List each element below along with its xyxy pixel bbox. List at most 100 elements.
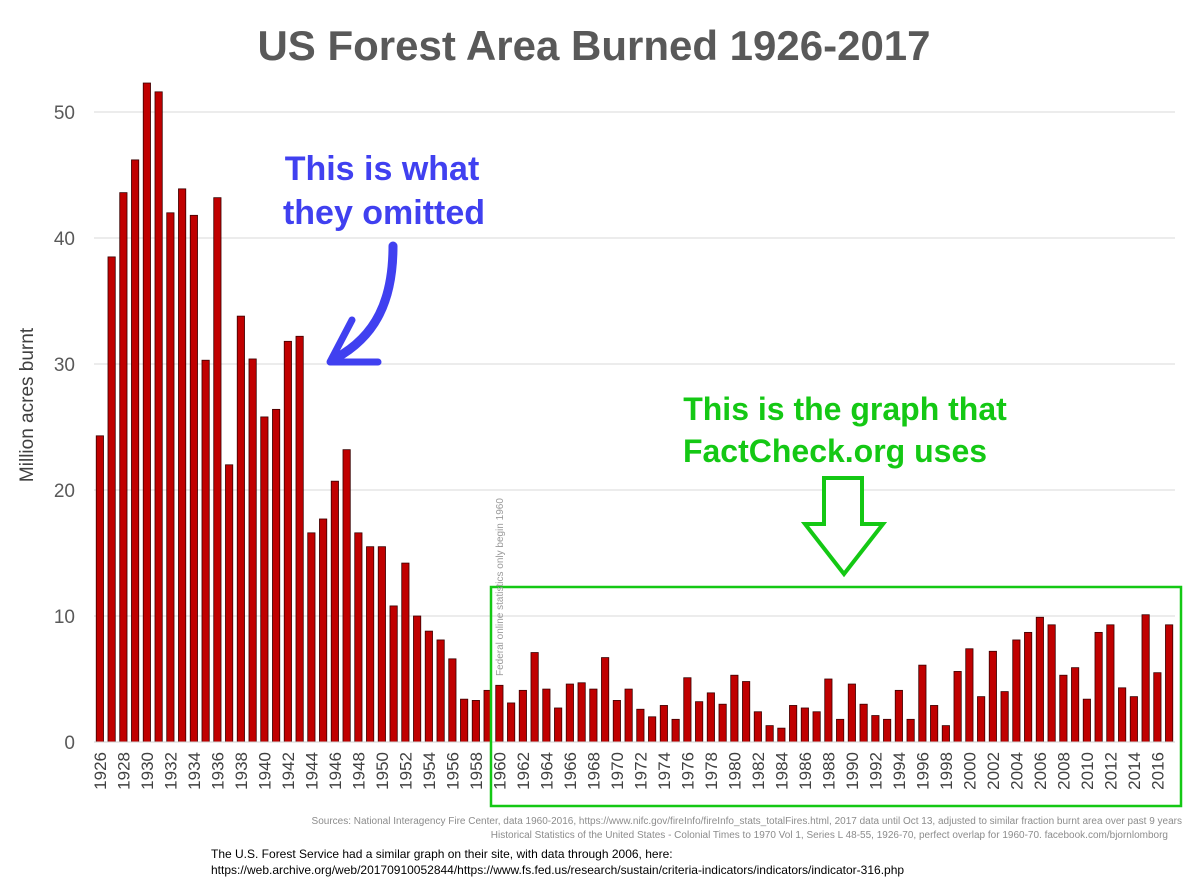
bar-1970 bbox=[612, 700, 621, 743]
bar-1978 bbox=[706, 692, 715, 743]
x-tick-label: 2006 bbox=[1031, 752, 1050, 790]
bar-1956 bbox=[448, 658, 457, 743]
x-tick-label: 1942 bbox=[279, 752, 298, 790]
bar-1984 bbox=[777, 727, 786, 743]
curved-arrow-icon bbox=[326, 241, 398, 366]
omitted-annotation-line2: they omitted bbox=[283, 194, 485, 232]
bar-2009 bbox=[1071, 667, 1080, 743]
bar-1938 bbox=[236, 315, 245, 743]
x-tick-label: 2010 bbox=[1078, 752, 1097, 790]
sources-line2: Historical Statistics of the United Stat… bbox=[491, 830, 1168, 841]
y-axis-ticks: 0 10 20 30 40 50 bbox=[54, 103, 75, 754]
x-tick-label: 1940 bbox=[255, 752, 274, 790]
bar-1999 bbox=[953, 671, 962, 743]
bar-1979 bbox=[718, 703, 727, 743]
bar-1987 bbox=[812, 711, 821, 743]
bar-1948 bbox=[354, 532, 363, 743]
footnote-url: https://web.archive.org/web/201709100528… bbox=[211, 863, 905, 877]
bar-1993 bbox=[883, 718, 892, 743]
x-tick-label: 1986 bbox=[796, 752, 815, 790]
bar-1996 bbox=[918, 664, 927, 743]
x-tick-label: 1970 bbox=[608, 752, 627, 790]
sources-line1: Sources: National Interagency Fire Cente… bbox=[312, 816, 1182, 827]
bar-1986 bbox=[800, 707, 809, 743]
y-tick-label: 20 bbox=[54, 481, 75, 502]
x-tick-label: 2000 bbox=[960, 752, 979, 790]
bar-2008 bbox=[1059, 674, 1068, 743]
y-tick-label: 50 bbox=[54, 103, 75, 124]
bar-1926 bbox=[95, 435, 104, 743]
x-tick-label: 1992 bbox=[866, 752, 885, 790]
bar-2013 bbox=[1118, 687, 1127, 743]
bar-1972 bbox=[636, 708, 645, 743]
bar-1940 bbox=[260, 416, 269, 743]
down-arrow-icon bbox=[800, 476, 888, 578]
factcheck-annotation-line2: FactCheck.org uses bbox=[683, 433, 987, 469]
bar-1992 bbox=[871, 715, 880, 743]
bar-2003 bbox=[1000, 691, 1009, 743]
bar-1943 bbox=[295, 335, 304, 743]
bar-1973 bbox=[648, 716, 657, 743]
bar-1961 bbox=[507, 702, 516, 743]
y-axis-label: Million acres burnt bbox=[17, 327, 38, 482]
bar-1977 bbox=[695, 701, 704, 743]
bar-2012 bbox=[1106, 624, 1115, 743]
y-tick-label: 40 bbox=[54, 229, 75, 250]
x-tick-label: 2008 bbox=[1054, 752, 1073, 790]
bar-2011 bbox=[1094, 631, 1103, 743]
bar-1936 bbox=[213, 197, 222, 743]
bar-1933 bbox=[178, 188, 187, 743]
bar-2014 bbox=[1129, 696, 1138, 743]
y-tick-label: 0 bbox=[64, 733, 75, 754]
x-axis-ticks: 1926 1928 1930 1932 1934 1936 1938 1940 1942 1944… bbox=[91, 752, 1168, 790]
bar-1958 bbox=[471, 700, 480, 743]
bar-2007 bbox=[1047, 624, 1056, 743]
x-tick-label: 1934 bbox=[185, 752, 204, 790]
bar-2002 bbox=[988, 650, 997, 743]
bar-1963 bbox=[530, 652, 539, 743]
bar-1980 bbox=[730, 674, 739, 743]
bar-1983 bbox=[765, 725, 774, 743]
bar-1950 bbox=[377, 546, 386, 743]
bar-1964 bbox=[542, 688, 551, 743]
x-tick-label: 1984 bbox=[772, 752, 791, 790]
bar-2004 bbox=[1012, 639, 1021, 743]
x-tick-label: 2004 bbox=[1007, 752, 1026, 790]
x-tick-label: 1938 bbox=[232, 752, 251, 790]
factcheck-annotation-line1: This is the graph that bbox=[683, 391, 1007, 427]
bar-1967 bbox=[577, 682, 586, 743]
bar-1957 bbox=[460, 698, 469, 743]
footnote-line1: The U.S. Forest Service had a similar gr… bbox=[211, 847, 673, 861]
bar-1966 bbox=[565, 683, 574, 743]
footnote: The U.S. Forest Service had a similar gr… bbox=[211, 846, 904, 878]
x-tick-label: 1964 bbox=[537, 752, 556, 790]
x-tick-label: 1988 bbox=[819, 752, 838, 790]
x-tick-label: 2014 bbox=[1125, 752, 1144, 790]
x-tick-label: 2016 bbox=[1148, 752, 1167, 790]
x-tick-label: 1994 bbox=[890, 752, 909, 790]
x-tick-label: 2012 bbox=[1101, 752, 1120, 790]
x-tick-label: 1972 bbox=[631, 752, 650, 790]
bar-2010 bbox=[1082, 698, 1091, 743]
x-tick-label: 1944 bbox=[302, 752, 321, 790]
factcheck-highlight-box bbox=[489, 585, 1183, 808]
bars bbox=[95, 82, 1174, 743]
bar-1971 bbox=[624, 688, 633, 743]
x-tick-label: 1976 bbox=[678, 752, 697, 790]
bar-1976 bbox=[683, 677, 692, 743]
bar-1965 bbox=[554, 707, 563, 743]
bar-1946 bbox=[330, 480, 339, 743]
bar-1994 bbox=[894, 689, 903, 743]
x-tick-label: 1952 bbox=[396, 752, 415, 790]
x-tick-label: 1960 bbox=[490, 752, 509, 790]
x-tick-label: 1948 bbox=[349, 752, 368, 790]
bar-2016 bbox=[1153, 672, 1162, 743]
bar-1944 bbox=[307, 532, 316, 743]
bar-1969 bbox=[601, 657, 610, 743]
bar-1947 bbox=[342, 449, 351, 743]
chart-title: US Forest Area Burned 1926-2017 bbox=[257, 22, 930, 69]
bar-1952 bbox=[401, 562, 410, 743]
bar-1927 bbox=[107, 256, 116, 743]
bar-1974 bbox=[659, 705, 668, 743]
bar-2017 bbox=[1165, 624, 1174, 743]
